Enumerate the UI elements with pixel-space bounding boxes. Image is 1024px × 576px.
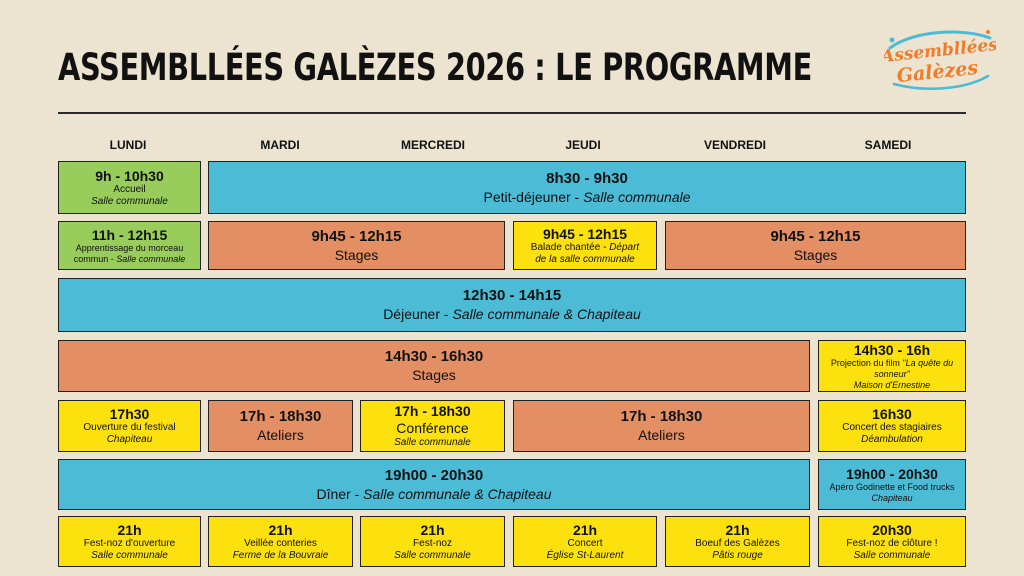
event-label: Stages <box>334 246 379 263</box>
event-label: Veillée conteries <box>244 537 317 549</box>
event-time: 17h - 18h30 <box>239 408 322 425</box>
event-festnoz-ouverture: 21h Fest-noz d'ouverture Salle communale <box>58 516 201 567</box>
event-time: 9h45 - 12h15 <box>542 225 628 242</box>
event-place: Salle communale & Chapiteau <box>452 306 641 322</box>
film-title: "La quête du <box>902 357 954 368</box>
event-time: 11h - 12h15 <box>91 226 168 243</box>
event-place: Pâtis rouge <box>712 549 763 561</box>
event-time: 14h30 - 16h <box>853 341 931 358</box>
event-label: Projection du film <box>830 357 903 368</box>
event-boeuf-galezes: 21h Boeuf des Galèzes Pâtis rouge <box>665 516 810 567</box>
day-header-vendredi: VENDREDI <box>703 138 766 152</box>
event-label: Apéro Godinette et Food trucks <box>829 481 955 492</box>
event-ateliers-1: 17h - 18h30 Ateliers <box>208 400 353 452</box>
event-place: Salle communale <box>394 549 471 561</box>
event-projection-film: 14h30 - 16h Projection du film "La quête… <box>818 340 966 392</box>
event-place: Départ <box>609 241 640 253</box>
event-time: 21h <box>420 521 445 538</box>
event-place: Salle communale <box>91 195 168 207</box>
event-petit-dejeuner: 8h30 - 9h30 Petit-déjeuner - Salle commu… <box>208 161 966 214</box>
event-place: Salle communale <box>853 549 931 561</box>
event-label: Conférence <box>396 420 469 436</box>
event-label: Balade chantée - <box>530 241 610 253</box>
event-time: 9h - 10h30 <box>95 167 164 184</box>
event-time: 12h30 - 14h15 <box>462 287 562 304</box>
event-place: Maison d'Ernestine <box>853 379 931 390</box>
event-place: Chapiteau <box>106 434 153 445</box>
event-label: Fest-noz d'ouverture <box>83 537 176 549</box>
event-time: 8h30 - 9h30 <box>546 169 628 187</box>
event-time: 21h <box>117 521 142 538</box>
day-header-mardi: MARDI <box>260 138 300 152</box>
event-time: 9h45 - 12h15 <box>311 227 402 245</box>
event-time: 21h <box>725 521 750 538</box>
event-apero: 19h00 - 20h30 Apéro Godinette et Food tr… <box>818 459 966 510</box>
event-time: 19h00 - 20h30 <box>384 466 484 484</box>
event-label: Dîner - <box>316 485 364 502</box>
event-time: 20h30 <box>872 521 912 538</box>
event-label: Stages <box>793 246 838 263</box>
event-stages-matin-1: 9h45 - 12h15 Stages <box>208 221 505 270</box>
event-label: Boeuf des Galèzes <box>695 537 780 549</box>
event-time: 21h <box>268 521 293 538</box>
day-header-mercredi: MERCREDI <box>400 138 465 152</box>
day-header-lundi: LUNDI <box>109 138 147 152</box>
event-festnoz-mercredi: 21h Fest-noz Salle communale <box>360 516 505 567</box>
event-ateliers-2: 17h - 18h30 Ateliers <box>513 400 810 452</box>
event-time: 14h30 - 16h30 <box>384 348 484 365</box>
festival-logo: Assembllées Galèzes <box>884 30 996 90</box>
event-place: Salle communale <box>116 253 186 264</box>
event-label: Concert des stagiaires <box>842 422 942 433</box>
event-label: Fest-noz <box>413 537 452 549</box>
event-dejeuner: 12h30 - 14h15 Déjeuner - Salle communale… <box>58 278 966 332</box>
event-label: Déjeuner - <box>383 306 453 322</box>
event-ouverture-festival: 17h30 Ouverture du festival Chapiteau <box>58 400 201 452</box>
event-concert-stagiaires: 16h30 Concert des stagiaires Déambulatio… <box>818 400 966 452</box>
event-label: Accueil <box>113 183 146 195</box>
event-label: Ateliers <box>638 427 685 443</box>
event-time: 21h <box>572 521 598 538</box>
event-time: 17h30 <box>109 406 150 422</box>
event-place: Salle communale & Chapiteau <box>363 485 552 502</box>
event-time: 16h30 <box>872 406 912 422</box>
event-time: 19h00 - 20h30 <box>846 465 938 482</box>
event-place: Chapiteau <box>871 492 913 503</box>
event-label: Petit-déjeuner - <box>483 188 584 205</box>
event-place: Église St-Laurent <box>546 549 624 561</box>
title-divider <box>58 112 966 114</box>
film-title-cont: sonneur" <box>874 368 910 379</box>
event-time: 17h - 18h30 <box>620 408 703 425</box>
event-label: Ateliers <box>257 427 304 443</box>
event-label-cont: commun - <box>73 253 117 264</box>
event-conference: 17h - 18h30 Conférence Salle communale <box>360 400 505 452</box>
event-label: Ouverture du festival <box>83 422 176 433</box>
event-veillee-conteries: 21h Veillée conteries Ferme de la Bouvra… <box>208 516 353 567</box>
event-place: Salle communale <box>583 188 691 205</box>
event-place-cont: de la salle communale <box>535 253 635 265</box>
event-place: Salle communale <box>394 437 471 448</box>
event-place: Déambulation <box>861 434 923 445</box>
day-header-jeudi: JEUDI <box>565 138 601 152</box>
event-diner: 19h00 - 20h30 Dîner - Salle communale & … <box>58 459 810 510</box>
event-festnoz-cloture: 20h30 Fest-noz de clôture ! Salle commun… <box>818 516 966 567</box>
event-time: 17h - 18h30 <box>394 403 471 419</box>
event-concert-jeudi: 21h Concert Église St-Laurent <box>513 516 657 567</box>
event-apprentissage-morceau: 11h - 12h15 Apprentissage du morceau com… <box>58 221 201 270</box>
event-place: Ferme de la Bouvraie <box>232 549 329 561</box>
event-stages-matin-2: 9h45 - 12h15 Stages <box>665 221 966 270</box>
event-label: Concert <box>567 537 603 549</box>
event-label: Apprentissage du morceau <box>75 242 184 253</box>
event-stages-apres-midi: 14h30 - 16h30 Stages <box>58 340 810 392</box>
event-time: 9h45 - 12h15 <box>770 227 861 245</box>
day-header-samedi: SAMEDI <box>864 138 912 152</box>
event-place: Salle communale <box>91 549 168 561</box>
event-balade-chantee: 9h45 - 12h15 Balade chantée - Départ de … <box>513 221 657 270</box>
event-label: Stages <box>412 367 456 383</box>
event-label: Fest-noz de clôture ! <box>846 537 938 549</box>
page-title: ASSEMBLLÉES GALÈZES 2026 : LE PROGRAMME <box>58 46 812 89</box>
event-accueil: 9h - 10h30 Accueil Salle communale <box>58 161 201 214</box>
